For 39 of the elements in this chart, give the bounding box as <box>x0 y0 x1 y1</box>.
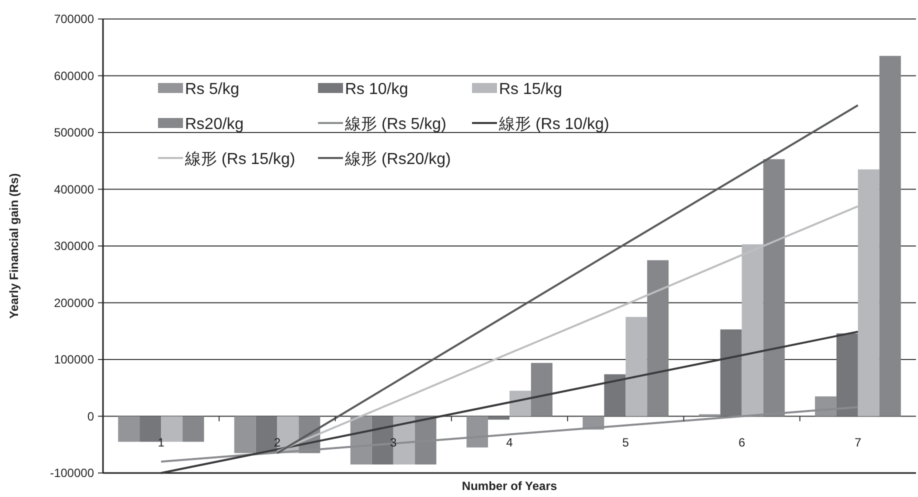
y-tick-label: -100000 <box>50 466 94 480</box>
x-tick-label: 7 <box>854 435 862 450</box>
legend-label: 線形 (Rs 5/kg) <box>344 116 446 133</box>
x-tick-label: 4 <box>506 435 514 450</box>
y-tick-label: 200000 <box>54 296 94 310</box>
legend-label: 線形 (Rs 10/kg) <box>498 116 610 133</box>
y-axis-title: Yearly Financial gain (Rs) <box>7 173 21 319</box>
bar <box>118 416 140 442</box>
x-tick-label: 1 <box>158 435 165 450</box>
legend-label: 線形 (Rs20/kg) <box>344 151 451 168</box>
bar <box>720 329 742 416</box>
x-tick-label: 6 <box>738 435 746 450</box>
y-tick-label: 300000 <box>54 239 94 253</box>
bar <box>879 56 901 416</box>
bar <box>182 416 204 442</box>
bar <box>626 316 648 416</box>
bar <box>530 362 552 416</box>
bar <box>466 416 488 448</box>
bar <box>604 374 626 416</box>
bar <box>742 244 764 416</box>
legend-label: Rs 15/kg <box>499 81 562 98</box>
bar <box>510 390 531 416</box>
x-axis-title: Number of Years <box>462 479 558 493</box>
y-tick-label: 600000 <box>54 68 94 83</box>
y-tick-label: 700000 <box>54 12 94 26</box>
x-tick-label: 5 <box>622 435 630 450</box>
legend-label: Rs 5/kg <box>185 81 240 98</box>
legend-label: Rs20/kg <box>185 116 244 133</box>
legend-label: 線形 (Rs 15/kg) <box>184 151 296 168</box>
x-tick-label: 3 <box>390 435 398 450</box>
bar <box>647 260 669 416</box>
legend-label: Rs 10/kg <box>345 81 408 98</box>
y-tick-label: 100000 <box>54 352 94 366</box>
y-tick-label: 500000 <box>54 126 94 140</box>
y-tick-label: 400000 <box>54 182 94 196</box>
x-tick-label: 2 <box>274 435 281 450</box>
bar <box>234 416 256 454</box>
bar <box>836 333 858 416</box>
y-tick-label: 0 <box>87 409 94 424</box>
